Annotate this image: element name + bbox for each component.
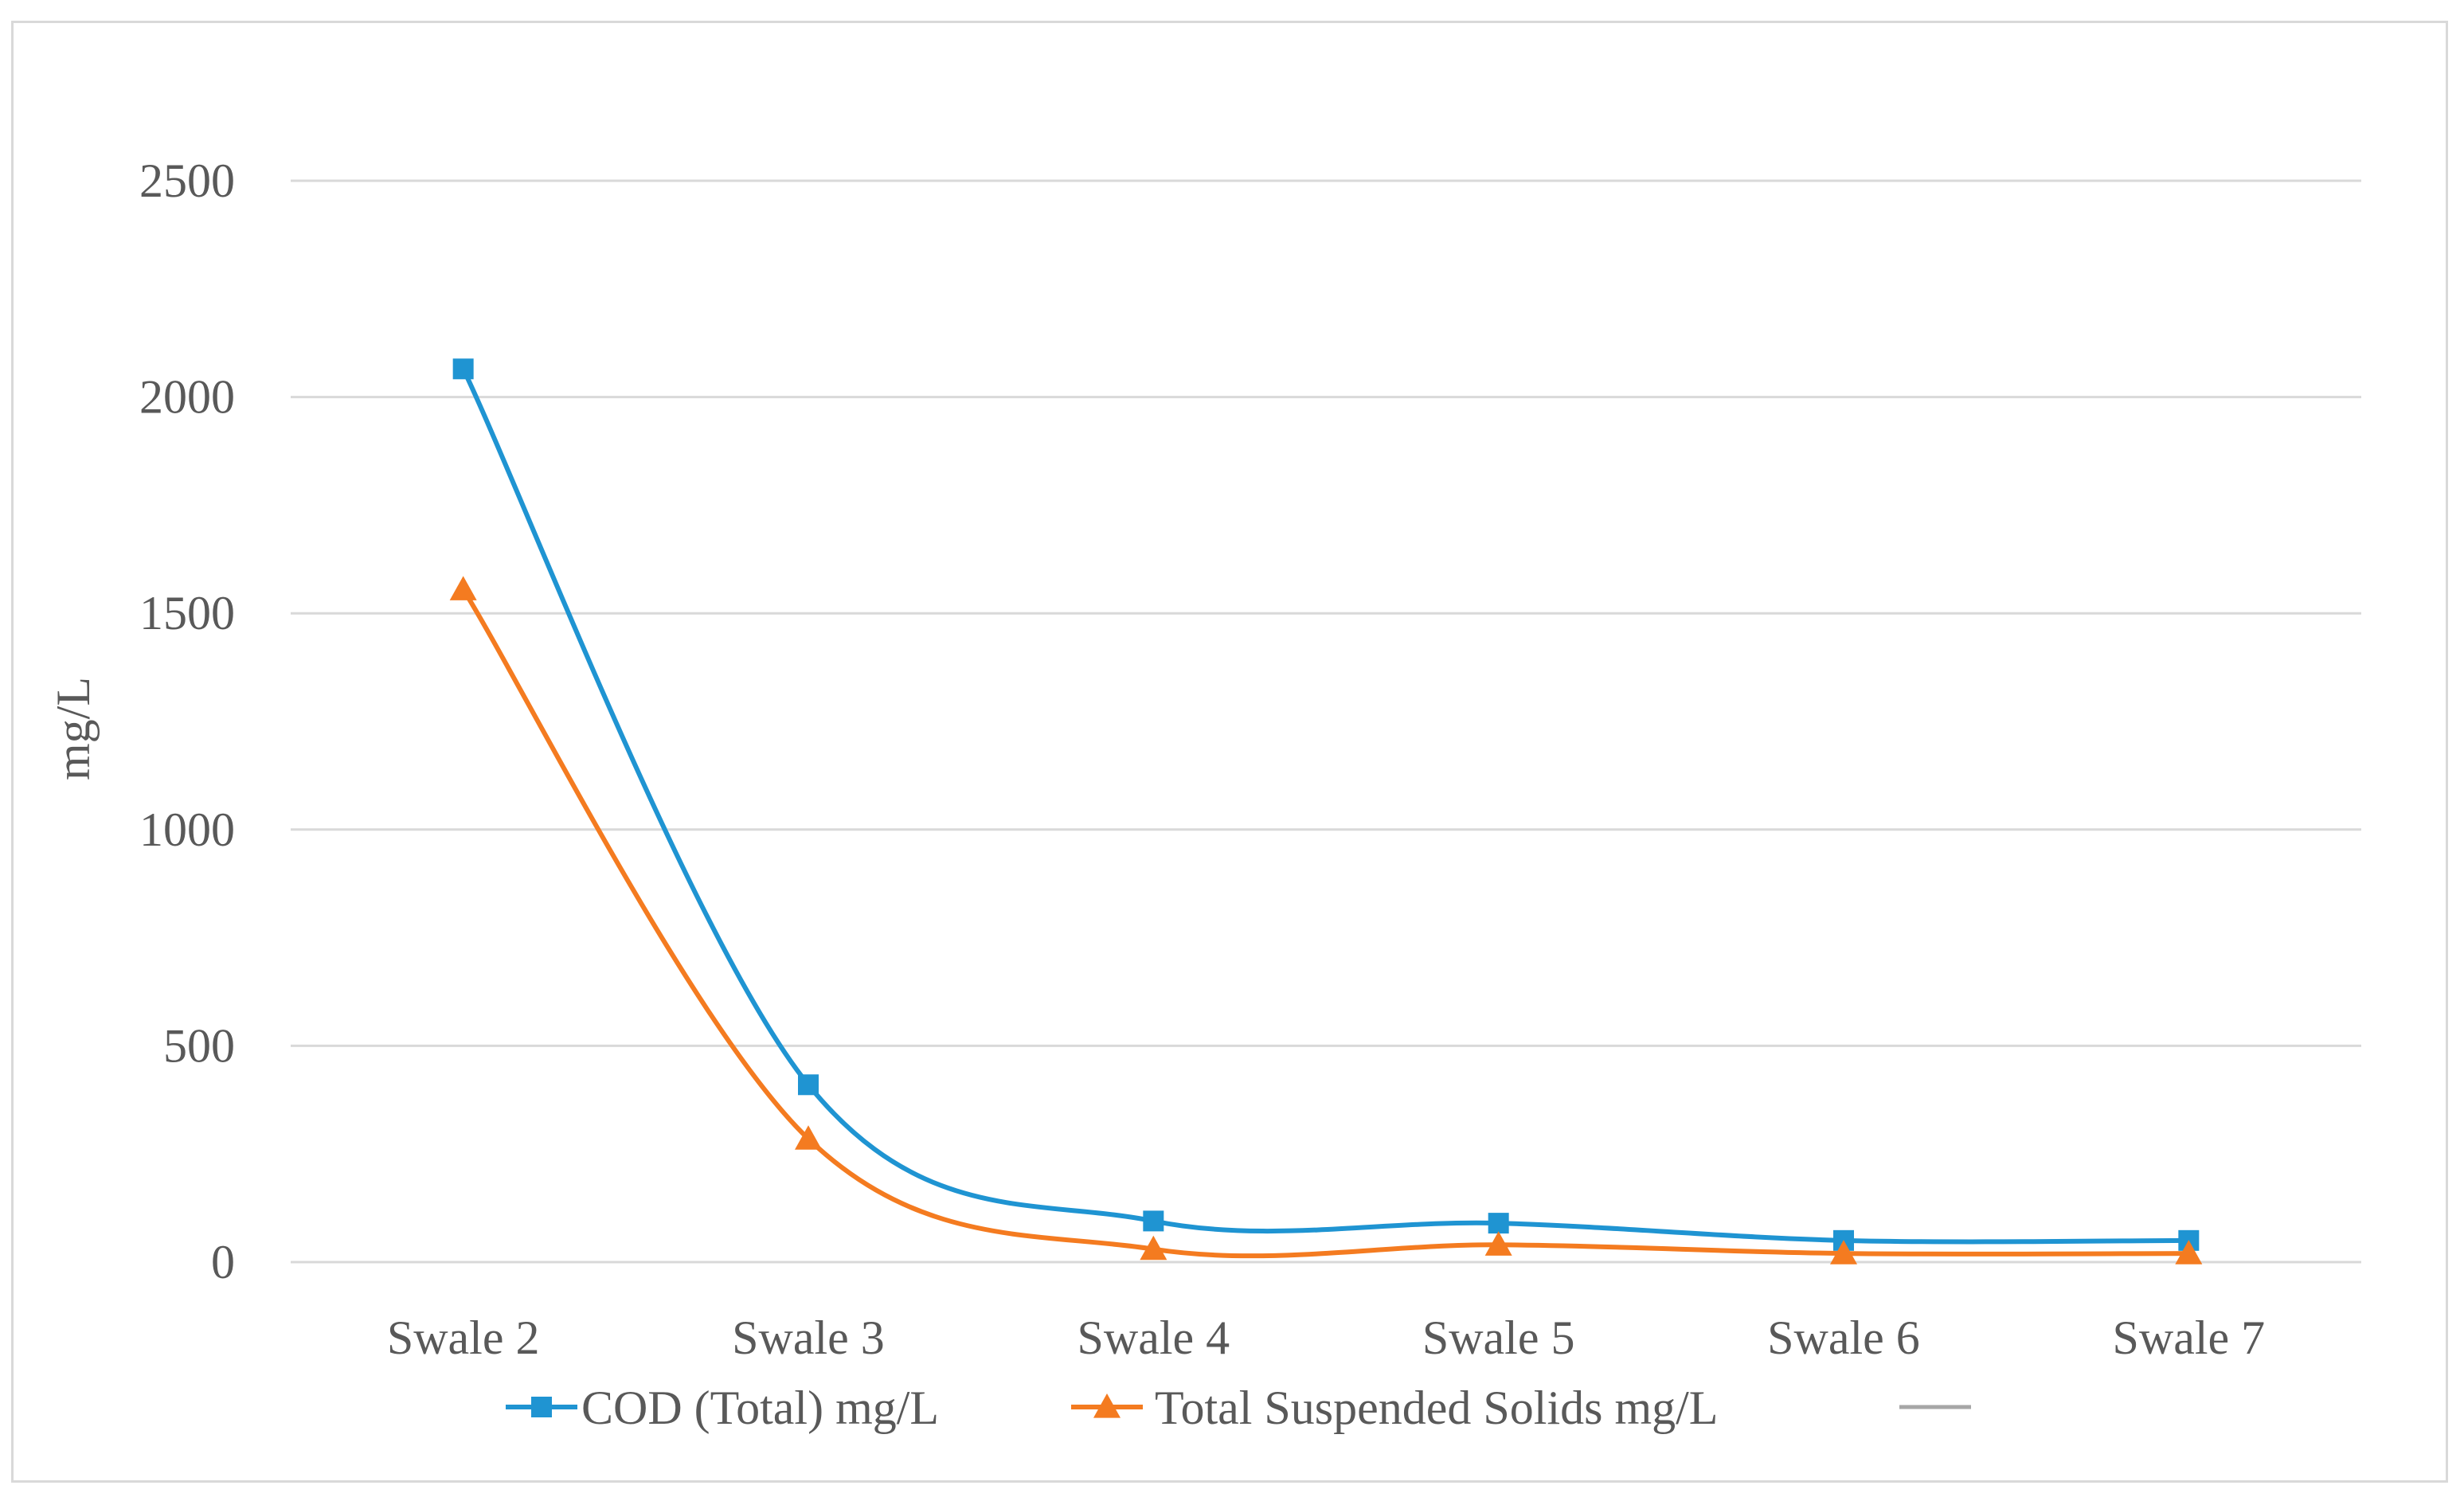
data-point — [2175, 1240, 2203, 1264]
x-tick-label: Swale 5 — [1422, 1311, 1575, 1364]
data-point — [1484, 1231, 1512, 1256]
x-tick-label: Swale 6 — [1767, 1311, 1920, 1364]
y-tick-label: 2000 — [139, 371, 235, 424]
data-point — [798, 1074, 819, 1096]
gridlines — [291, 179, 2361, 1264]
y-tick-label: 1000 — [139, 803, 235, 856]
data-point — [795, 1125, 822, 1150]
chart-frame — [11, 21, 2448, 1483]
x-tick-label: Swale 4 — [1078, 1311, 1230, 1364]
legend-item: COD (Total) mg/L — [506, 1382, 939, 1434]
legend-marker — [531, 1397, 552, 1417]
x-axis-ticks: Swale 2 Swale 3 Swale 4 Swale 5 Swale 6 Swale… — [387, 1311, 2265, 1364]
series-cod-total — [452, 358, 2200, 1251]
y-tick-label: 1500 — [139, 587, 235, 639]
legend-item: Total Suspended Solids mg/L — [1071, 1382, 1718, 1434]
data-point — [1830, 1240, 1857, 1264]
y-tick-label: 2500 — [139, 154, 235, 207]
y-axis-title: mg/L — [47, 677, 100, 780]
data-point — [1140, 1235, 1167, 1261]
legend-marker — [1093, 1393, 1121, 1418]
data-point — [452, 358, 474, 380]
series — [449, 358, 2203, 1264]
legend-label: COD (Total) mg/L — [581, 1382, 939, 1434]
data-point — [449, 576, 477, 600]
y-tick-label: 500 — [163, 1019, 235, 1072]
data-point — [1143, 1210, 1164, 1232]
y-axis-ticks: 0 500 1000 1500 2000 2500 — [139, 154, 235, 1288]
legend-label: Total Suspended Solids mg/L — [1155, 1382, 1718, 1434]
series-line — [461, 588, 2189, 1259]
series-total-suspended-solids — [449, 576, 2203, 1264]
x-tick-label: Swale 3 — [732, 1311, 885, 1364]
x-tick-label: Swale 7 — [2113, 1311, 2266, 1364]
x-tick-label: Swale 2 — [387, 1311, 540, 1364]
series-line — [460, 367, 2189, 1245]
legend: COD (Total) mg/L Total Suspended Solids m… — [506, 1382, 1971, 1434]
data-point — [1488, 1213, 1509, 1234]
y-tick-label: 0 — [211, 1236, 235, 1288]
